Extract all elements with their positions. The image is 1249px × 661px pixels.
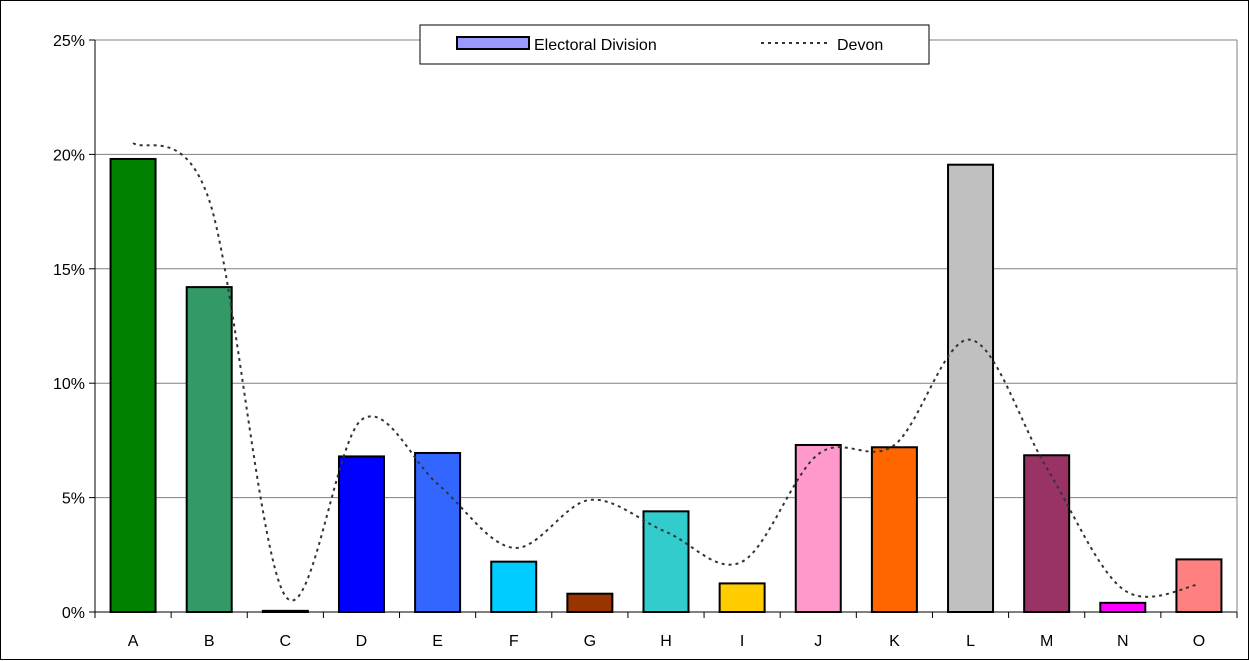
x-tick-label: H (660, 633, 672, 650)
bar-j (794, 443, 842, 614)
bar-n (1099, 601, 1147, 614)
y-tick-label: 0% (62, 605, 85, 622)
x-tick-label: L (966, 633, 975, 650)
x-tick-label: E (432, 633, 443, 650)
x-tick-label: K (889, 633, 900, 650)
legend-label-electoral-division: Electoral Division (534, 37, 657, 54)
legend: Electoral Division Devon (419, 24, 930, 65)
legend-swatch-electoral-division (456, 36, 530, 50)
x-tick-label: O (1193, 633, 1205, 650)
y-tick-label: 15% (53, 262, 85, 279)
x-tick-label: M (1040, 633, 1053, 650)
devon-line-group (132, 142, 1200, 602)
bar-i (718, 582, 766, 614)
x-tick-label: A (128, 633, 139, 650)
bar-a (109, 157, 157, 613)
x-tick-label: B (204, 633, 215, 650)
bar-b (185, 286, 233, 613)
legend-label-devon: Devon (837, 37, 883, 54)
bar-g (566, 592, 614, 613)
x-tick-label: F (509, 633, 519, 650)
bar-m (1023, 454, 1071, 613)
axes: 0% 5% 10% 15% 20% 25% A B C D E F G H I J K L M N O (53, 33, 1238, 650)
x-tick-label: D (356, 633, 368, 650)
devon-line (132, 142, 1200, 602)
bar-d (337, 455, 385, 613)
y-tick-label: 10% (53, 376, 85, 393)
y-tick-label: 20% (53, 147, 85, 164)
x-tick-label: C (280, 633, 292, 650)
bar-h (642, 510, 690, 613)
bar-l (947, 163, 995, 613)
x-tick-label: I (740, 633, 744, 650)
x-tick-label: J (814, 633, 822, 650)
x-tick-label: N (1117, 633, 1129, 650)
bar-e (414, 451, 462, 614)
bar-f (490, 560, 538, 613)
bar-o (1175, 558, 1223, 613)
bars (109, 157, 1223, 614)
y-tick-label: 5% (62, 491, 85, 508)
y-tick-label: 25% (53, 33, 85, 50)
x-tick-label: G (584, 633, 596, 650)
bar-k (870, 446, 918, 613)
